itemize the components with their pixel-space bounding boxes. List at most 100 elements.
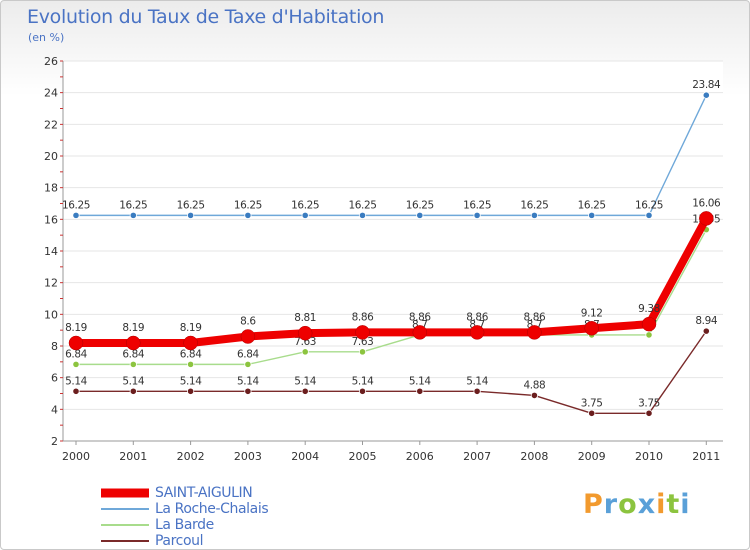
y-tick-label: 16 (44, 213, 58, 226)
data-point-la-roche-chalais (301, 211, 309, 219)
legend-label: La Roche-Chalais (155, 501, 269, 517)
series-line-saint-aigulin (72, 214, 711, 347)
data-label-parcoul: 5.14 (65, 375, 87, 387)
data-point-la-roche-chalais (244, 211, 252, 219)
data-label-la-roche-chalais: 16.25 (520, 199, 548, 211)
data-point-la-roche-chalais (588, 211, 596, 219)
data-label-parcoul: 5.14 (352, 375, 374, 387)
data-point-la-barde (301, 348, 309, 356)
data-label-saint-aigulin: 8.19 (65, 322, 87, 334)
legend-swatch (101, 540, 149, 542)
data-point-saint-aigulin (183, 335, 198, 351)
logo-letter: o (618, 489, 638, 520)
y-tick-label: 2 (51, 435, 58, 448)
data-point-parcoul (530, 391, 539, 399)
data-label-parcoul: 3.75 (638, 397, 660, 409)
data-label-la-roche-chalais: 16.25 (578, 199, 606, 211)
data-label-la-barde: 6.84 (237, 348, 259, 360)
series-line-la-roche-chalais (75, 94, 707, 217)
x-tick-label: 2009 (578, 450, 606, 463)
data-label-la-barde: 7.63 (352, 336, 374, 348)
data-label-saint-aigulin: 8.86 (352, 311, 374, 323)
data-label-la-barde: 6.84 (122, 348, 144, 360)
data-label-saint-aigulin: 8.6 (240, 316, 256, 328)
x-tick-label: 2002 (177, 450, 205, 463)
data-point-parcoul (72, 387, 80, 395)
data-point-saint-aigulin (240, 329, 256, 344)
x-tick-label: 2001 (119, 450, 147, 463)
data-point-parcoul (244, 387, 252, 395)
data-point-la-barde (358, 348, 367, 356)
data-label-parcoul: 5.14 (122, 375, 144, 387)
data-label-la-barde: 6.84 (180, 348, 202, 360)
data-point-saint-aigulin (641, 316, 657, 332)
data-label-la-barde: 6.84 (65, 348, 87, 360)
data-label-saint-aigulin: 8.86 (524, 311, 546, 323)
legend-label: La Barde (155, 517, 214, 533)
data-label-parcoul: 5.14 (180, 375, 202, 387)
y-axis-unit: (en %) (28, 31, 65, 44)
data-point-parcoul (129, 387, 137, 395)
data-label-la-roche-chalais: 16.25 (234, 199, 262, 211)
data-point-la-barde (244, 360, 252, 368)
data-point-saint-aigulin (297, 325, 313, 341)
y-tick-label: 26 (44, 55, 58, 68)
series-line-la-barde (75, 228, 707, 366)
data-label-saint-aigulin: 8.86 (409, 311, 431, 323)
proxiti-logo[interactable]: Proxiti (583, 489, 691, 520)
data-label-la-roche-chalais: 16.25 (177, 199, 205, 211)
logo-letter: r (603, 489, 619, 520)
x-tick-label: 2003 (234, 450, 262, 463)
y-tick-label: 8 (51, 340, 58, 353)
data-label-la-roche-chalais: 16.25 (119, 199, 147, 211)
logo-letter: i (680, 489, 691, 520)
data-label-parcoul: 8.94 (695, 315, 717, 327)
y-tick-label: 4 (51, 403, 58, 416)
data-point-la-barde (72, 360, 80, 368)
data-point-saint-aigulin (68, 335, 84, 351)
chart-title: Evolution du Taux de Taxe d'Habitation (27, 6, 385, 28)
data-label-saint-aigulin: 16.06 (692, 197, 721, 209)
x-tick-label: 2005 (349, 450, 377, 463)
data-label-la-roche-chalais: 16.25 (406, 199, 434, 211)
data-point-la-roche-chalais (530, 211, 539, 219)
data-label-la-roche-chalais: 23.84 (692, 79, 721, 91)
data-label-saint-aigulin: 9.38 (638, 303, 660, 315)
data-point-parcoul (416, 387, 424, 395)
data-point-la-barde (645, 331, 653, 339)
data-label-parcoul: 4.88 (524, 379, 546, 391)
data-point-parcoul (473, 387, 481, 395)
x-tick-label: 2008 (520, 450, 548, 463)
x-tick-label: 2007 (463, 450, 491, 463)
data-label-la-roche-chalais: 16.25 (291, 199, 319, 211)
data-label-la-roche-chalais: 16.25 (463, 199, 491, 211)
data-label-saint-aigulin: 8.86 (466, 311, 488, 323)
legend-label: SAINT-AIGULIN (155, 485, 253, 501)
data-label-parcoul: 5.14 (237, 375, 259, 387)
series-line-parcoul (75, 330, 707, 414)
y-tick-label: 24 (44, 87, 58, 100)
data-label-parcoul: 5.14 (409, 375, 431, 387)
data-label-la-barde: 7.63 (294, 336, 316, 348)
data-point-saint-aigulin (584, 321, 599, 336)
y-tick-label: 22 (44, 118, 58, 131)
y-tick-label: 10 (44, 308, 58, 321)
data-label-saint-aigulin: 8.19 (122, 322, 144, 334)
logo-letter: i (656, 489, 667, 520)
x-tick-label: 2000 (62, 450, 90, 463)
data-point-parcoul (588, 409, 596, 417)
legend-swatch (101, 524, 149, 526)
data-point-parcoul (358, 387, 367, 395)
data-label-saint-aigulin: 9.12 (581, 307, 603, 319)
data-point-parcoul (187, 387, 195, 395)
y-tick-label: 12 (44, 277, 58, 290)
y-tick-label: 18 (44, 182, 58, 195)
data-point-la-barde (187, 360, 195, 368)
data-point-la-roche-chalais (187, 211, 195, 219)
data-point-parcoul (301, 387, 309, 395)
y-tick-label: 20 (44, 150, 58, 163)
y-tick-label: 14 (44, 245, 58, 258)
data-point-parcoul (645, 409, 653, 417)
